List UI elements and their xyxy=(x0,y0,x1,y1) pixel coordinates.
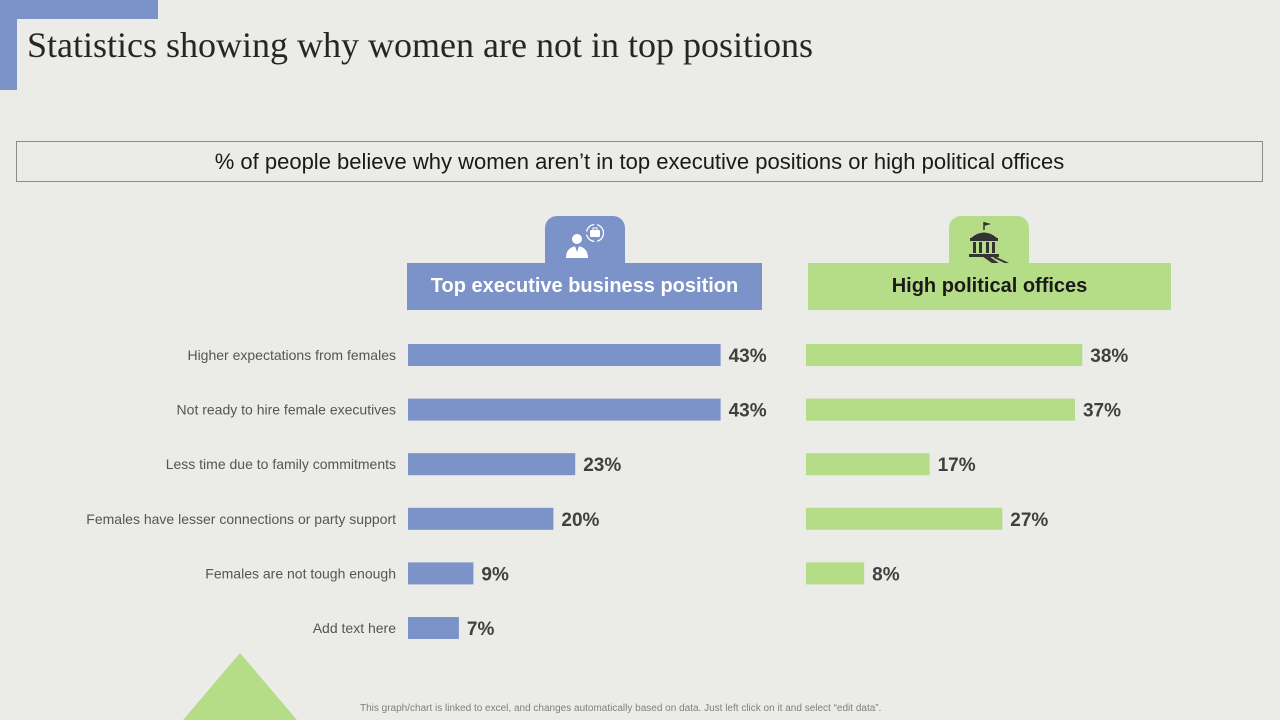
data-label-executive: 23% xyxy=(583,455,621,476)
executive-series-header: Top executive business position xyxy=(407,263,762,310)
data-label-political: 38% xyxy=(1090,346,1128,367)
category-label: Females have lesser connections or party… xyxy=(86,511,396,527)
data-label-executive: 9% xyxy=(481,564,509,585)
bar-political xyxy=(806,507,1003,530)
decorative-triangle xyxy=(183,653,297,720)
bar-political xyxy=(806,562,865,585)
category-label: Less time due to family commitments xyxy=(166,456,396,472)
data-label-political: 8% xyxy=(872,564,900,585)
data-label-executive: 43% xyxy=(729,401,767,422)
corner-accent xyxy=(0,0,158,90)
category-label: Not ready to hire female executives xyxy=(177,402,396,418)
category-label: Higher expectations from females xyxy=(187,347,396,363)
executive-icon-tab xyxy=(545,216,625,268)
data-label-political: 37% xyxy=(1083,401,1121,422)
bar-political xyxy=(806,453,930,476)
bar-executive xyxy=(408,507,554,530)
bar-executive xyxy=(408,562,474,585)
bar-executive xyxy=(408,617,459,639)
data-label-executive: 43% xyxy=(729,346,767,367)
bar-political xyxy=(806,344,1083,366)
data-label-executive: 7% xyxy=(467,619,495,640)
data-label-executive: 20% xyxy=(561,510,599,531)
chart-subtitle: % of people believe why women aren’t in … xyxy=(16,141,1263,182)
data-label-political: 17% xyxy=(938,455,976,476)
businessperson-briefcase-icon xyxy=(566,223,605,258)
category-label: Females are not tough enough xyxy=(205,565,396,581)
political-icon-tab xyxy=(949,216,1029,268)
bar-executive xyxy=(408,398,721,421)
data-label-political: 27% xyxy=(1010,510,1048,531)
bar-executive xyxy=(408,344,721,366)
page-title: Statistics showing why women are not in … xyxy=(27,25,813,65)
category-label: Add text here xyxy=(313,620,396,636)
bar-executive xyxy=(408,453,576,476)
political-series-header: High political offices xyxy=(808,263,1171,310)
footnote: This graph/chart is linked to excel, and… xyxy=(360,703,882,714)
bar-political xyxy=(806,398,1075,421)
